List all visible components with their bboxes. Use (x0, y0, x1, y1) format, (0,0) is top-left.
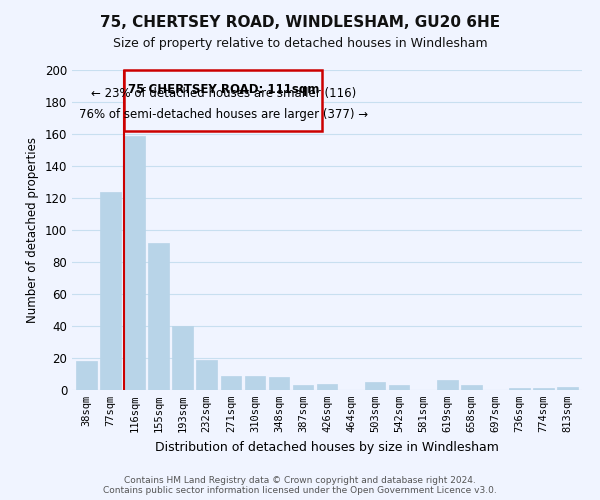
Bar (76, 361, 97, 390)
Text: Contains HM Land Registry data © Crown copyright and database right 2024.: Contains HM Land Registry data © Crown c… (124, 476, 476, 485)
Text: 75 CHERTSEY ROAD: 111sqm: 75 CHERTSEY ROAD: 111sqm (128, 83, 319, 96)
Text: 75, CHERTSEY ROAD, WINDLESHAM, GU20 6HE: 75, CHERTSEY ROAD, WINDLESHAM, GU20 6HE (100, 15, 500, 30)
Bar (389, 385, 409, 390)
Text: ← 23% of detached houses are smaller (116): ← 23% of detached houses are smaller (11… (91, 88, 356, 101)
Bar (533, 388, 554, 390)
Bar (509, 388, 530, 390)
Bar (317, 384, 337, 390)
Text: Size of property relative to detached houses in Windlesham: Size of property relative to detached ho… (113, 38, 487, 51)
Bar (269, 377, 289, 390)
Bar (172, 326, 193, 390)
FancyBboxPatch shape (124, 70, 322, 131)
Bar (221, 376, 241, 390)
Bar (557, 387, 578, 390)
X-axis label: Distribution of detached houses by size in Windlesham: Distribution of detached houses by size … (155, 440, 499, 454)
Bar (100, 192, 121, 390)
Bar (461, 385, 482, 390)
Bar (245, 376, 265, 390)
Bar (124, 136, 145, 390)
Bar (293, 385, 313, 390)
Bar (437, 380, 458, 390)
Bar (148, 243, 169, 390)
Bar (196, 360, 217, 390)
Bar (365, 382, 385, 390)
Text: Contains public sector information licensed under the Open Government Licence v3: Contains public sector information licen… (103, 486, 497, 495)
Y-axis label: Number of detached properties: Number of detached properties (26, 137, 39, 323)
Text: 76% of semi-detached houses are larger (377) →: 76% of semi-detached houses are larger (… (79, 108, 368, 121)
